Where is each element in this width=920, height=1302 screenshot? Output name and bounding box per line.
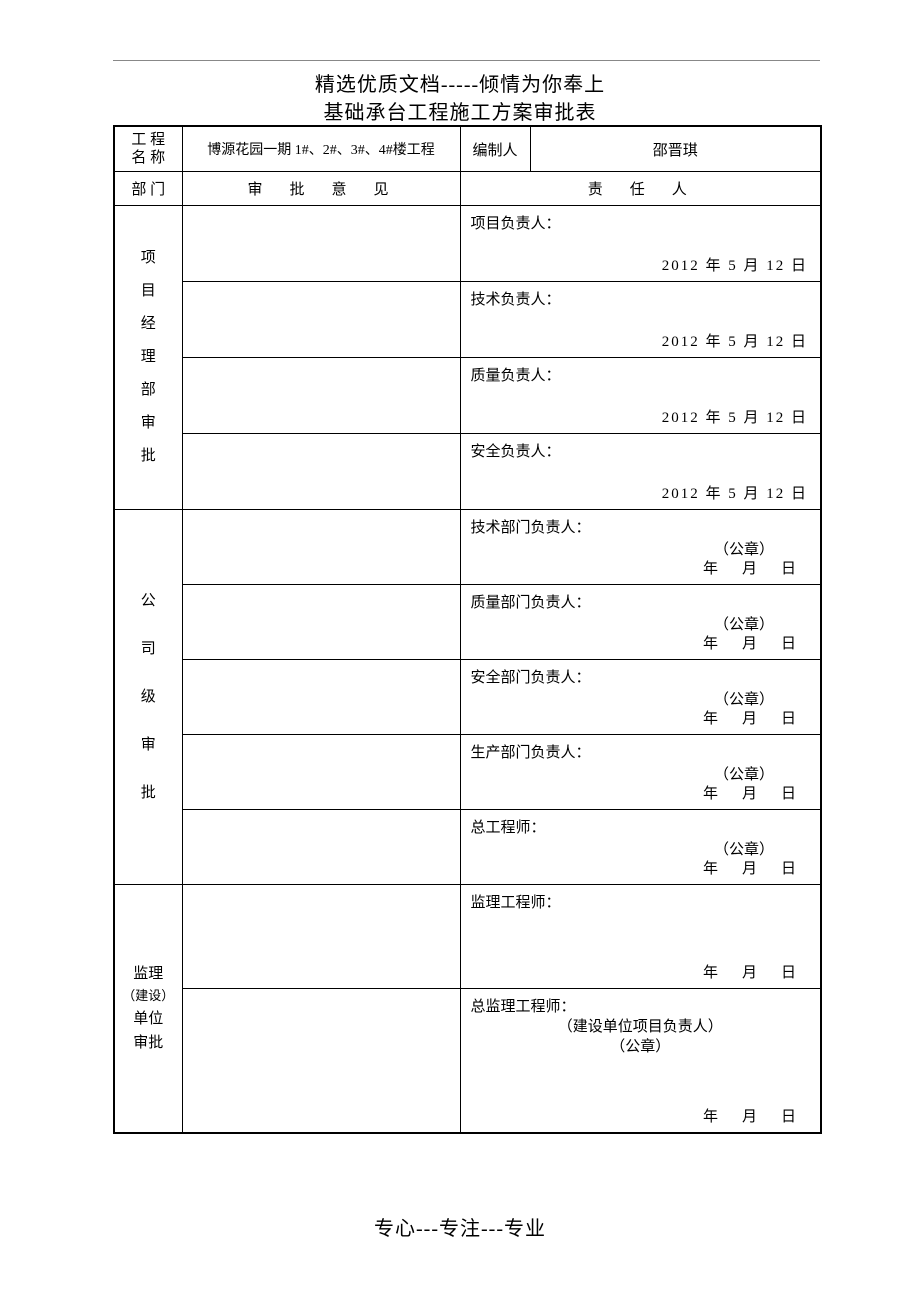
approval-table: 工 程 名 称 博源花园一期 1#、2#、3#、4#楼工程 编制人 邵晋琪 部 … — [113, 125, 822, 1134]
page-header: 精选优质文档-----倾情为你奉上 — [0, 68, 920, 97]
pm-opinion-3 — [182, 358, 460, 434]
preparer-value: 邵晋琪 — [530, 126, 821, 172]
supervise-opinion-1 — [182, 885, 460, 989]
section-pm-approval: 项目经理部审批 — [114, 206, 182, 510]
supervise-opinion-2 — [182, 989, 460, 1133]
company-opinion-5 — [182, 810, 460, 885]
company-resp-5: 总工程师： （公章） 年月日 — [460, 810, 821, 885]
label-responsible: 责 任 人 — [460, 172, 821, 206]
section-company-approval: 公司级审批 — [114, 510, 182, 885]
pm-resp-3: 质量负责人： 2012 年 5 月 12 日 — [460, 358, 821, 434]
supervise-resp-2: 总监理工程师： （建设单位项目负责人） （公章） 年月日 — [460, 989, 821, 1133]
company-resp-3: 安全部门负责人： （公章） 年月日 — [460, 660, 821, 735]
company-opinion-1 — [182, 510, 460, 585]
pm-resp-2: 技术负责人： 2012 年 5 月 12 日 — [460, 282, 821, 358]
form-title: 基础承台工程施工方案审批表 — [0, 96, 920, 125]
pm-opinion-4 — [182, 434, 460, 510]
company-opinion-3 — [182, 660, 460, 735]
pm-opinion-1 — [182, 206, 460, 282]
label-dept: 部 门 — [114, 172, 182, 206]
pm-resp-1: 项目负责人： 2012 年 5 月 12 日 — [460, 206, 821, 282]
pm-resp-4: 安全负责人： 2012 年 5 月 12 日 — [460, 434, 821, 510]
project-name-value: 博源花园一期 1#、2#、3#、4#楼工程 — [182, 126, 460, 172]
label-preparer: 编制人 — [460, 126, 530, 172]
page-footer: 专心---专注---专业 — [0, 1212, 920, 1241]
section-supervise-approval: 监理 （建设） 单位 审批 — [114, 885, 182, 1133]
label-opinion: 审 批 意 见 — [182, 172, 460, 206]
company-resp-4: 生产部门负责人： （公章） 年月日 — [460, 735, 821, 810]
company-opinion-2 — [182, 585, 460, 660]
company-resp-1: 技术部门负责人： （公章） 年月日 — [460, 510, 821, 585]
company-opinion-4 — [182, 735, 460, 810]
pm-opinion-2 — [182, 282, 460, 358]
company-resp-2: 质量部门负责人： （公章） 年月日 — [460, 585, 821, 660]
label-project-name: 工 程 名 称 — [114, 126, 182, 172]
supervise-resp-1: 监理工程师： 年月日 — [460, 885, 821, 989]
